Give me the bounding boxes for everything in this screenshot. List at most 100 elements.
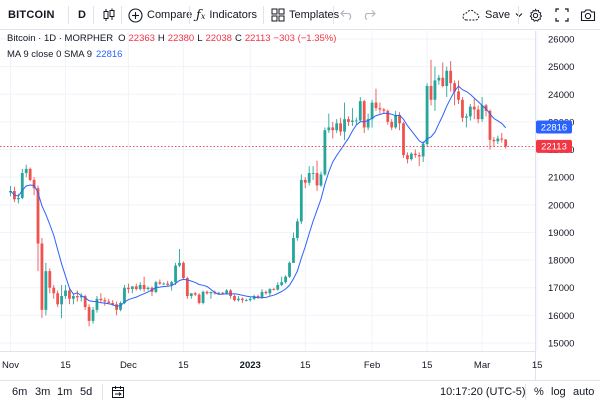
interval-button[interactable]: D — [78, 9, 86, 21]
candle-body — [142, 284, 146, 290]
candle-body — [16, 197, 20, 200]
candle — [174, 262, 177, 285]
series-legend[interactable]: Bitcoin · 1D · MORPHER O 22363 H 22380 L 22… — [7, 33, 336, 44]
percent-toggle[interactable]: % — [534, 386, 544, 398]
range-5d-button[interactable]: 5d — [80, 386, 93, 398]
candle — [402, 121, 405, 158]
candle-body — [185, 278, 189, 297]
candle-body — [480, 105, 484, 120]
undo-button[interactable] — [340, 0, 354, 30]
range-3m-button[interactable]: 3m — [35, 386, 51, 398]
candle — [441, 62, 445, 88]
log-toggle[interactable]: log — [551, 386, 566, 398]
candle-body — [56, 293, 60, 305]
candle — [374, 88, 378, 111]
candle — [79, 293, 83, 302]
candle-body — [276, 284, 280, 290]
indicator-value: 22816 — [96, 49, 123, 60]
auto-toggle[interactable]: auto — [573, 386, 595, 398]
symbol-search-button[interactable]: BITCOIN — [8, 9, 55, 21]
candle-body — [362, 101, 366, 128]
candle-body — [162, 283, 166, 285]
candle-body — [178, 262, 181, 266]
candle-body — [461, 99, 464, 118]
candle — [480, 97, 484, 122]
ma-badge-value: 22816 — [541, 122, 567, 133]
candle — [182, 261, 185, 280]
candle-body — [272, 289, 276, 290]
candle-body — [358, 101, 362, 121]
indicator-legend[interactable]: MA 9 close 0 SMA 9 22816 — [7, 49, 122, 60]
range-1m-button[interactable]: 1m — [57, 386, 73, 398]
fullscreen-button[interactable] — [555, 0, 569, 30]
time-tick-label: 2023 — [240, 360, 261, 371]
candle-body — [437, 77, 441, 81]
candle-body — [134, 286, 138, 290]
candle-body — [429, 85, 433, 100]
legend-high-value: 22380 — [167, 33, 195, 44]
redo-button[interactable] — [362, 0, 376, 30]
range-6m-button[interactable]: 6m — [12, 386, 28, 398]
price-tick-label: 18000 — [548, 256, 574, 267]
candle-body — [24, 168, 28, 174]
candle-body — [417, 155, 421, 157]
candle — [496, 135, 500, 145]
templates-button[interactable]: Templates — [271, 0, 339, 30]
price-badge-value: 22113 — [541, 142, 567, 153]
candle-body — [95, 298, 99, 310]
candle-body — [158, 282, 162, 284]
compare-button[interactable]: Compare — [128, 0, 192, 30]
save-button[interactable]: Save — [462, 0, 523, 30]
candle-body — [323, 130, 327, 175]
candle-body — [319, 174, 323, 186]
settings-button[interactable] — [528, 0, 543, 30]
function-icon: ƒx — [196, 7, 206, 23]
plus-circle-icon — [128, 7, 143, 23]
chart-type-button[interactable] — [101, 0, 117, 30]
price-chart[interactable]: 2600025000240002300022000210002000019000… — [0, 31, 600, 380]
candles-layer — [9, 59, 508, 327]
save-label: Save — [485, 9, 511, 21]
legend-close-value: 22113 — [244, 33, 271, 44]
time-tick-label: Nov — [2, 360, 19, 371]
candle-body — [288, 262, 291, 277]
candle — [264, 290, 268, 295]
candle-body — [248, 298, 252, 301]
ma-badge-bg — [536, 120, 572, 134]
candle-body — [351, 120, 354, 122]
indicators-button[interactable]: ƒx Indicators — [196, 0, 257, 30]
candle-body — [91, 309, 95, 321]
candle — [413, 149, 417, 158]
candle — [28, 167, 32, 182]
candle — [95, 296, 99, 313]
candle — [358, 97, 362, 122]
candle — [429, 59, 433, 106]
candle — [378, 102, 382, 114]
snapshot-button[interactable] — [580, 0, 596, 30]
candle — [370, 99, 374, 128]
candle-body — [40, 243, 44, 310]
candle-body — [386, 110, 390, 122]
candle-body — [240, 298, 244, 301]
clock[interactable]: 10:17:20 (UTC-5) — [440, 386, 526, 398]
candle — [162, 282, 166, 285]
candle — [323, 127, 327, 176]
ma-badge: 22816 — [536, 120, 572, 134]
candle-body — [256, 296, 260, 298]
candle — [158, 279, 162, 285]
candle — [307, 166, 311, 186]
candle — [91, 307, 95, 324]
indicators-label: Indicators — [209, 9, 258, 21]
time-tick-label: 15 — [532, 360, 543, 371]
candle-body — [166, 283, 170, 285]
candle — [468, 103, 472, 121]
candle-body — [378, 108, 382, 110]
date-range-button[interactable] — [111, 381, 125, 403]
candle-body — [174, 265, 177, 283]
price-badge: 22113 — [536, 139, 572, 153]
candle-body — [488, 110, 492, 140]
candle — [421, 141, 425, 162]
candle — [60, 284, 63, 319]
ma-line — [10, 85, 507, 307]
time-tick-label: Feb — [364, 360, 380, 371]
